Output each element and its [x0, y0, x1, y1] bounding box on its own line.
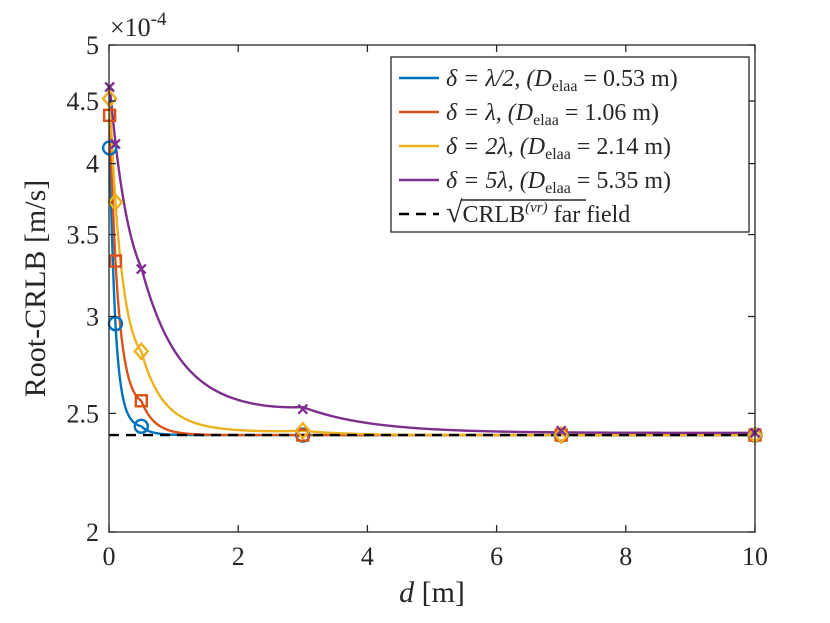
- legend-subscript: elaa: [533, 112, 559, 129]
- x-tick-label: 10: [742, 542, 768, 571]
- data-point-s3-4: [294, 421, 311, 441]
- sqrt-symbol: √: [446, 196, 463, 229]
- data-point-s3-5: [553, 425, 570, 445]
- data-point-s4-3: [135, 263, 147, 275]
- legend-symbol: D: [527, 134, 545, 160]
- data-point-s2-2: [108, 254, 123, 268]
- data-point-s2-4: [296, 428, 310, 442]
- legend-expression: δ = 5λ, (: [446, 168, 530, 194]
- y-tick-label: 5: [86, 31, 99, 60]
- x-axis-label: d [m]: [399, 576, 465, 609]
- exponent-base: ×10: [110, 13, 151, 42]
- far-field-text: far field: [548, 202, 631, 228]
- y-exponent-label: ×10-4: [110, 9, 167, 42]
- data-point-s1-3: [133, 418, 150, 435]
- legend: δ = λ/2, (Delaa = 0.53 m)δ = λ, (Delaa =…: [390, 56, 750, 233]
- crlb-superscript: (vr): [525, 200, 548, 216]
- legend-symbol: D: [527, 168, 545, 194]
- y-tick-label: 3: [86, 302, 99, 331]
- legend-value: = 0.53 m): [578, 66, 678, 92]
- axes-box: [108, 44, 756, 533]
- y-tick-label: 2: [86, 518, 99, 547]
- x-tick-label: 2: [232, 542, 245, 571]
- data-point-s4-2: [110, 138, 121, 150]
- exponent-power: -4: [151, 9, 167, 30]
- x-tick-label: 0: [103, 542, 116, 571]
- x-tick-label: 8: [619, 542, 632, 571]
- y-tick-label: 4: [86, 150, 99, 179]
- data-point-s3-2: [107, 192, 124, 212]
- legend-label: δ = 2λ, (Delaa = 2.14 m): [446, 134, 671, 163]
- series-line-4: [108, 85, 755, 435]
- legend-value: = 2.14 m): [571, 134, 671, 160]
- legend-value: = 1.06 m): [559, 100, 659, 126]
- y-axis-label: Root-CRLB [m/s]: [19, 180, 52, 398]
- y-tick-label: 2.5: [67, 399, 100, 428]
- x-tick-label: 4: [361, 542, 374, 571]
- legend-subscript: elaa: [545, 146, 571, 163]
- legend-symbol: D: [533, 66, 551, 92]
- legend-box: [390, 56, 750, 233]
- x-axis-unit: [m]: [414, 576, 465, 609]
- legend-subscript: elaa: [545, 180, 571, 197]
- y-tick-label: 3.5: [67, 221, 100, 250]
- legend-value: = 5.35 m): [571, 168, 671, 194]
- legend-subscript: elaa: [552, 78, 578, 95]
- legend-expression: δ = λ/2, (: [446, 66, 536, 92]
- legend-label: δ = 5λ, (Delaa = 5.35 m): [446, 168, 671, 197]
- data-point-s4-5: [555, 425, 567, 437]
- x-axis-variable: d: [399, 576, 415, 609]
- series-layer: [101, 81, 764, 445]
- x-tick-label: 6: [490, 542, 503, 571]
- crlb-text: CRLB: [462, 202, 525, 228]
- data-point-s4-4: [297, 403, 309, 415]
- legend-expression: δ = 2λ, (: [446, 134, 530, 160]
- data-point-s3-3: [133, 341, 150, 361]
- legend-label-far-field: √CRLB(vr) far field: [446, 196, 630, 229]
- data-point-s2-3: [134, 394, 149, 408]
- legend-symbol: D: [515, 100, 533, 126]
- legend-expression: δ = λ, (: [446, 100, 518, 126]
- legend-label: δ = λ, (Delaa = 1.06 m): [446, 100, 659, 129]
- y-tick-label: 4.5: [67, 87, 100, 116]
- legend-label: δ = λ/2, (Delaa = 0.53 m): [446, 66, 678, 95]
